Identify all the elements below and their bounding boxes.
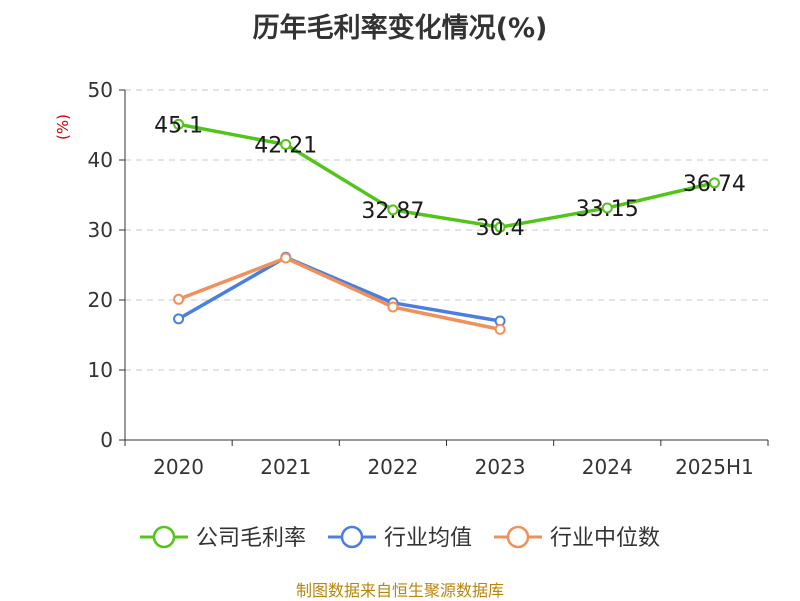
y-axis-label: (%) [54,114,72,140]
grid-lines [125,89,768,371]
x-tick-label-2025H1: 2025H1 [675,455,754,479]
legend-item-2[interactable]: 行业中位数 [494,525,660,551]
series-line-2 [177,256,501,332]
series-0-point-2022[interactable] [387,204,399,216]
y-tick-label-10: 10 [88,358,113,382]
series-2-point-2023[interactable] [494,323,506,335]
legend-marker-1 [340,525,364,549]
data-labels: 45.1 42.21 32.87 30.4 33.15 36.74 [154,113,746,241]
series-2-point-2021[interactable] [280,252,292,264]
series-line-1 [177,255,501,323]
legend-item-0[interactable]: 公司毛利率 [140,525,306,551]
legend-item-1[interactable]: 行业均值 [328,525,472,551]
series-2-point-2020[interactable] [173,293,185,305]
x-tick-label-2020: 2020 [153,455,204,479]
legend-label-2: 行业中位数 [550,526,660,551]
y-tick-label-20: 20 [88,288,113,312]
y-tick-label-0: 0 [100,428,113,452]
data-label-2022: 32.87 [361,199,424,224]
data-label-2024: 33.15 [576,197,639,222]
data-label-2023: 30.4 [476,216,525,241]
x-tick-label-2024: 2024 [582,455,633,479]
legend-marker-0 [152,525,176,549]
axes: 0 10 20 30 40 50 2020 2021 2022 2023 2024 2025H1 [88,78,769,479]
y-tick-label-40: 40 [88,148,113,172]
series-0-point-2025H1[interactable] [708,177,720,189]
y-tick-label-30: 30 [88,218,113,242]
chart-title: 历年毛利率变化情况(%) [252,13,548,44]
legend-marker-2 [506,525,530,549]
legend-label-0: 公司毛利率 [196,526,306,551]
legend[interactable]: 公司毛利率 行业均值 行业中位数 [140,525,660,551]
series-1-point-2020[interactable] [173,313,185,325]
series-0-point-2021[interactable] [280,139,292,151]
data-label-2025H1: 36.74 [683,172,746,197]
series-0-point-2020[interactable] [173,118,185,130]
series-line-0 [178,122,715,229]
series-0-point-2024[interactable] [601,202,613,214]
legend-label-1: 行业均值 [384,526,472,551]
data-source-note: 制图数据来自恒生聚源数据库 [295,581,504,600]
x-tick-label-2022: 2022 [367,455,418,479]
x-tick-label-2023: 2023 [475,455,526,479]
series-2-point-2022[interactable] [387,301,399,313]
series-group [173,118,720,335]
data-label-2021: 42.21 [254,134,317,159]
data-label-2020: 45.1 [154,113,203,138]
series-0-point-2023[interactable] [494,221,506,233]
y-tick-label-50: 50 [88,78,113,102]
x-tick-label-2021: 2021 [260,455,311,479]
